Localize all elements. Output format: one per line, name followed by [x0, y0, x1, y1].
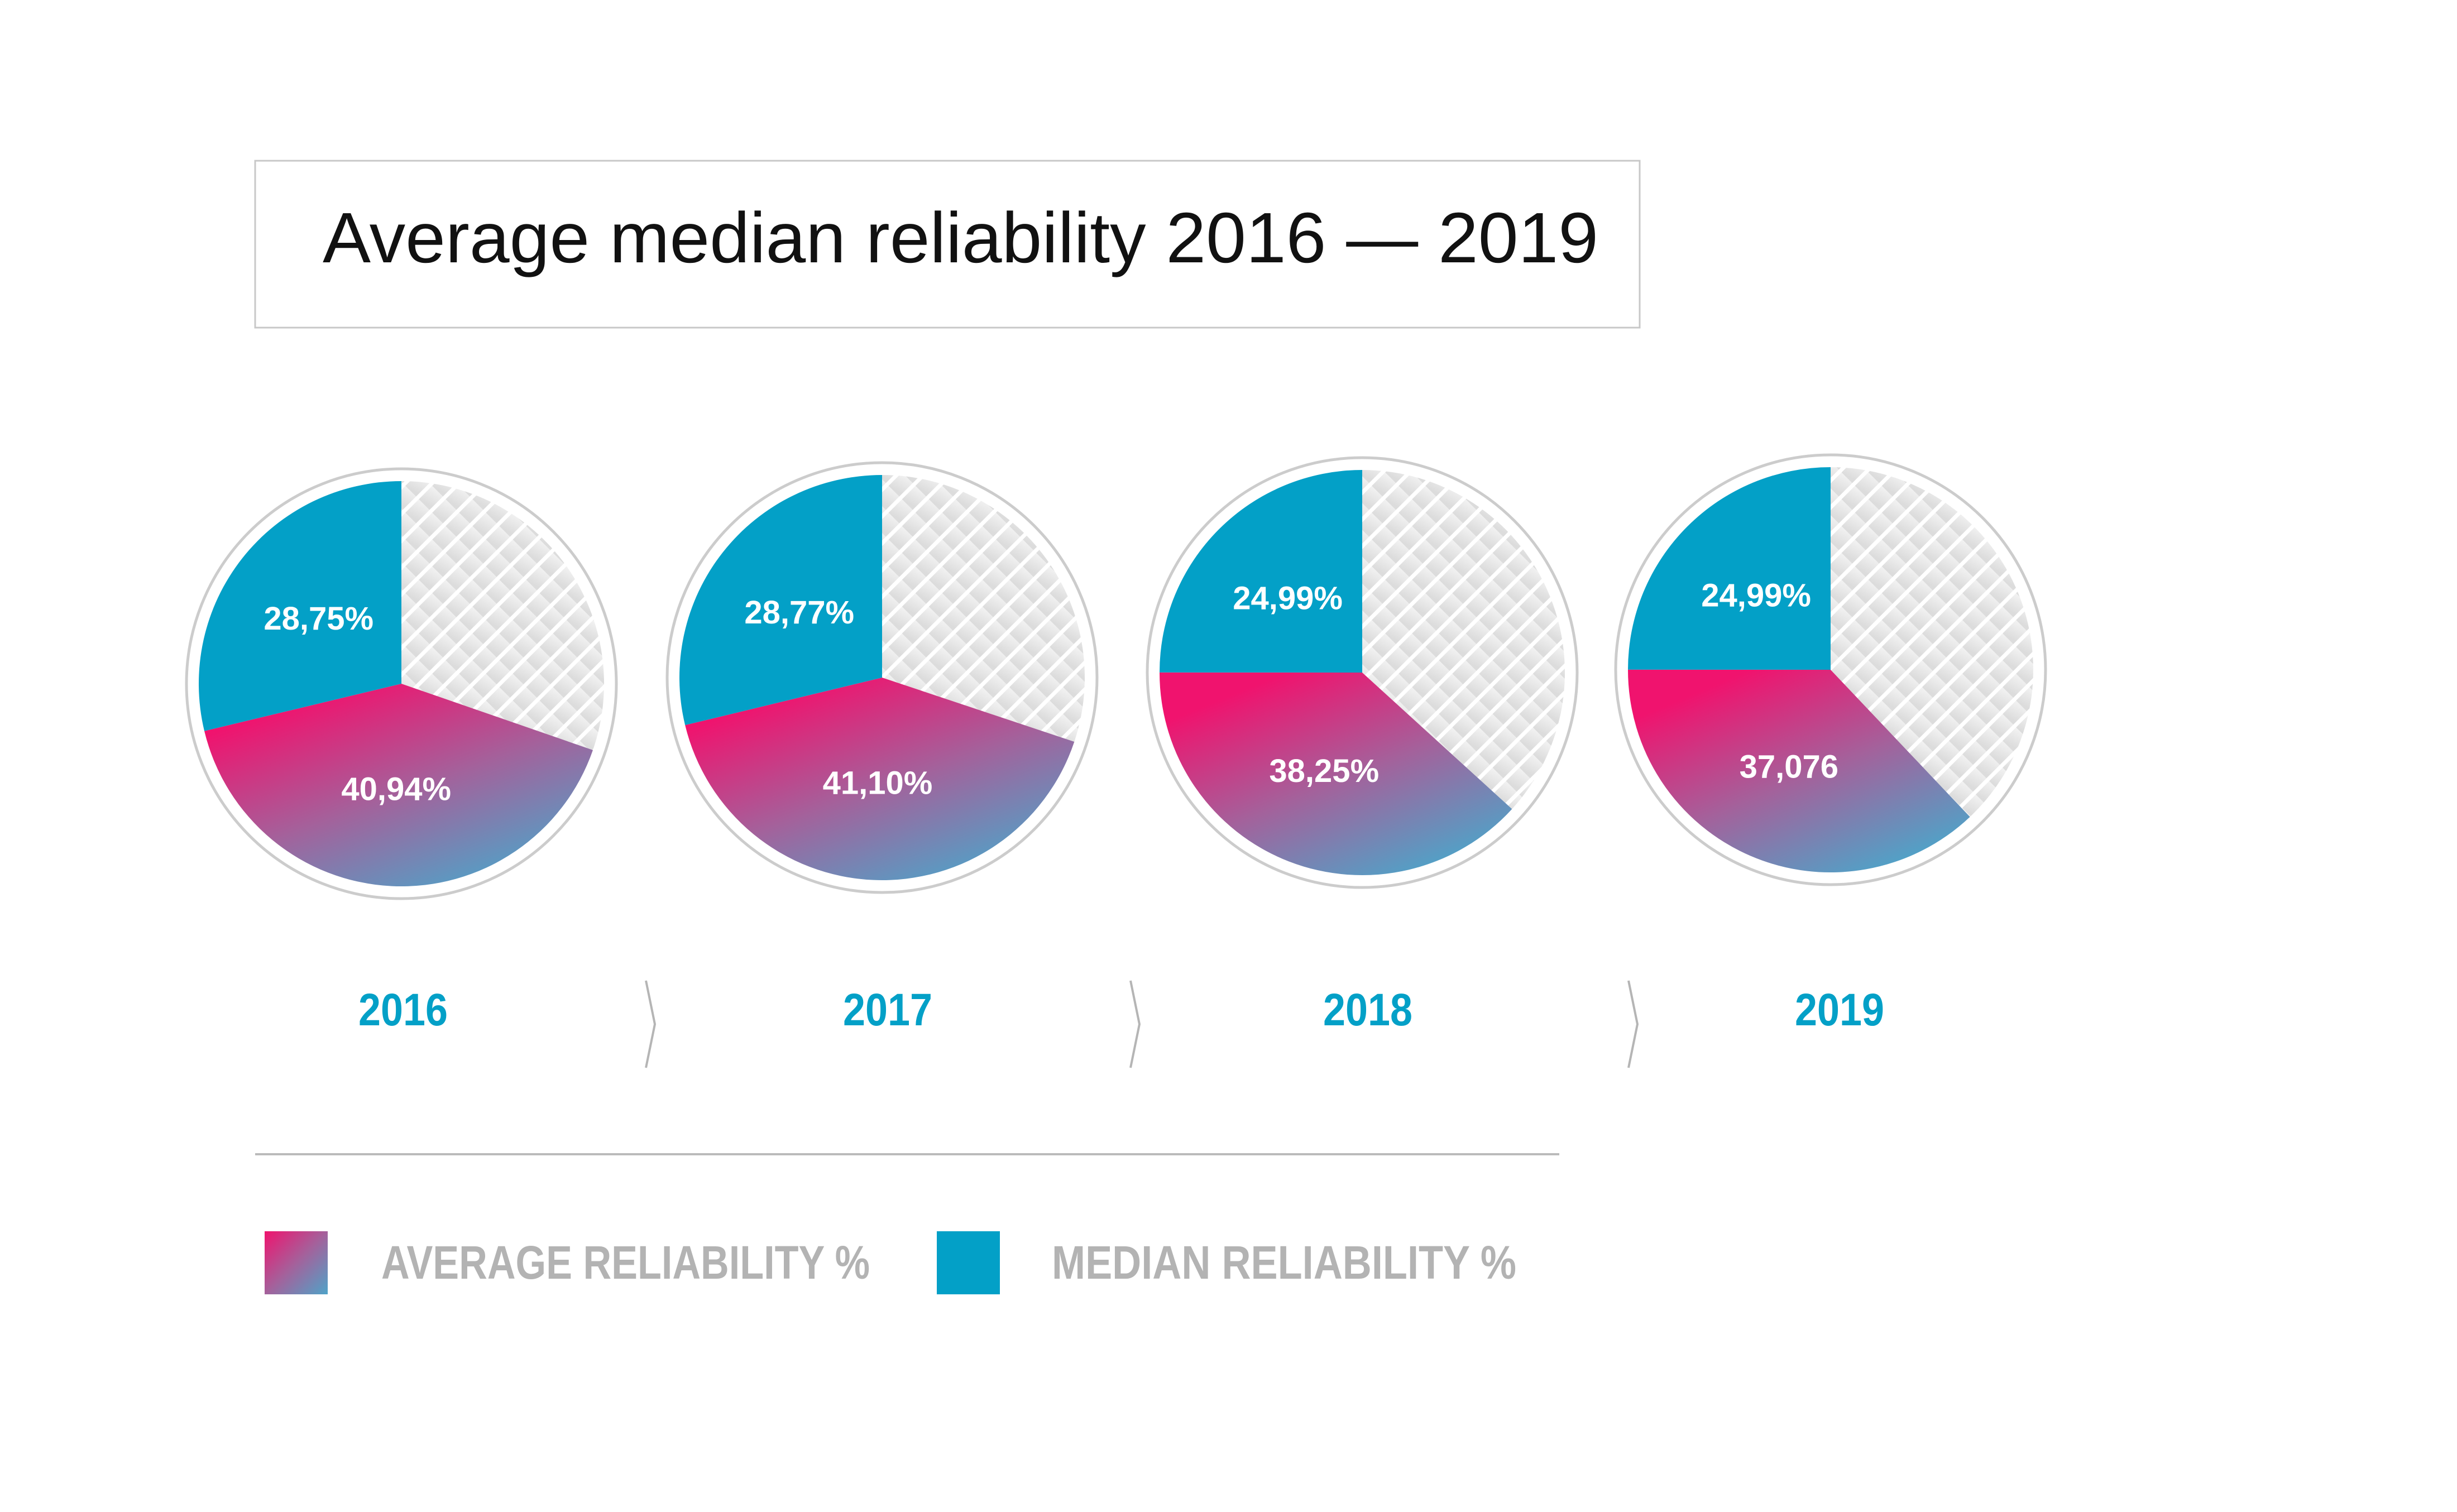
pie-2019: 24,99% 37,076 — [1614, 453, 2047, 886]
pie-label-median: 24,99% — [1233, 580, 1343, 616]
pie-slice-remainder — [882, 475, 1085, 742]
chart-title: Average median reliability 2016 — 2019 — [323, 198, 1598, 278]
chevron-right-icon — [1129, 980, 1141, 1068]
legend-swatch-median — [937, 1231, 1000, 1294]
pie-slice-median — [679, 475, 882, 726]
pie-label-median: 28,77% — [744, 594, 854, 631]
pie-slice-remainder — [1362, 470, 1565, 809]
year-label-2016: 2016 — [358, 985, 448, 1035]
chevron-right-icon — [1627, 980, 1639, 1068]
pie-slice-median — [1160, 470, 1362, 673]
year-label-2019: 2019 — [1795, 985, 1884, 1035]
pie-label-median: 28,75% — [264, 601, 373, 637]
pie-2017: 28,77% 41,10% — [665, 461, 1099, 894]
legend-swatch-average — [265, 1231, 328, 1294]
pie-label-average: 37,076 — [1740, 748, 1838, 785]
legend-label-average: AVERAGE RELIABILITY % — [381, 1236, 870, 1289]
pie-slice-remainder — [1831, 467, 2033, 817]
pie-slice-average — [1628, 669, 1970, 873]
year-label-2017: 2017 — [843, 985, 932, 1035]
pie-slice-average — [1159, 672, 1512, 876]
pie-slice-median — [1628, 467, 1831, 670]
pie-2016: 28,75% 40,94% — [185, 467, 618, 900]
title-box — [254, 160, 1641, 329]
year-label-2018: 2018 — [1323, 985, 1412, 1035]
pie-slice-average — [204, 684, 593, 887]
pie-2018: 24,99% 38,25% — [1146, 456, 1579, 889]
pie-label-average: 40,94% — [341, 771, 451, 808]
legend-label-median: MEDIAN RELIABILITY % — [1052, 1236, 1516, 1289]
pies-group: 28,75% 40,94% 2016 28,77% 41,10% 2017 24,99% 38… — [185, 453, 2047, 1068]
pie-slice-remainder — [401, 481, 605, 750]
pie-slice-median — [199, 481, 401, 731]
pie-slice-average — [685, 678, 1075, 881]
pie-label-average: 41,10% — [823, 765, 933, 801]
pie-label-median: 24,99% — [1701, 577, 1811, 613]
pie-label-average: 38,25% — [1269, 753, 1379, 789]
chevron-right-icon — [645, 980, 657, 1068]
